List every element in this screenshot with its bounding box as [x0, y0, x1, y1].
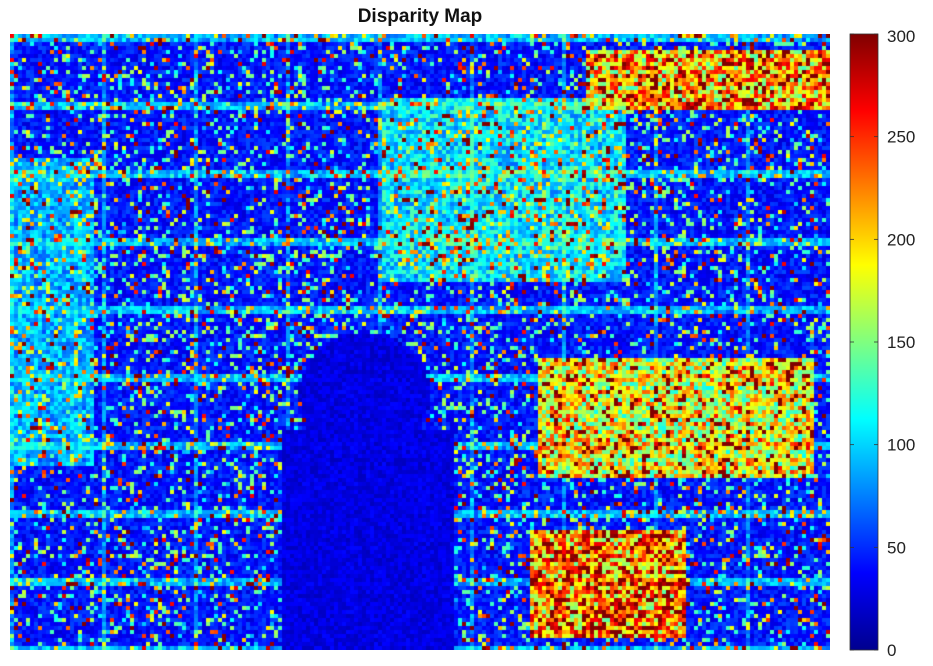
colorbar-tick-label: 100 — [887, 436, 915, 455]
colorbar-ticks: 0 50 100 150 200 250 300 — [850, 27, 915, 660]
colorbar-tick-label: 200 — [887, 230, 915, 249]
colorbar-tick-label: 0 — [887, 641, 896, 660]
colorbar-tick-label: 300 — [887, 27, 915, 46]
heatmap-pixels — [10, 34, 830, 650]
colorbar-tick-label: 150 — [887, 333, 915, 352]
colorbar-gradient — [849, 33, 879, 651]
chart-title: Disparity Map — [357, 6, 483, 27]
colorbar-tick-label: 250 — [887, 128, 915, 147]
disparity-heatmap — [10, 34, 830, 650]
colorbar-tick-label: 50 — [887, 538, 906, 557]
